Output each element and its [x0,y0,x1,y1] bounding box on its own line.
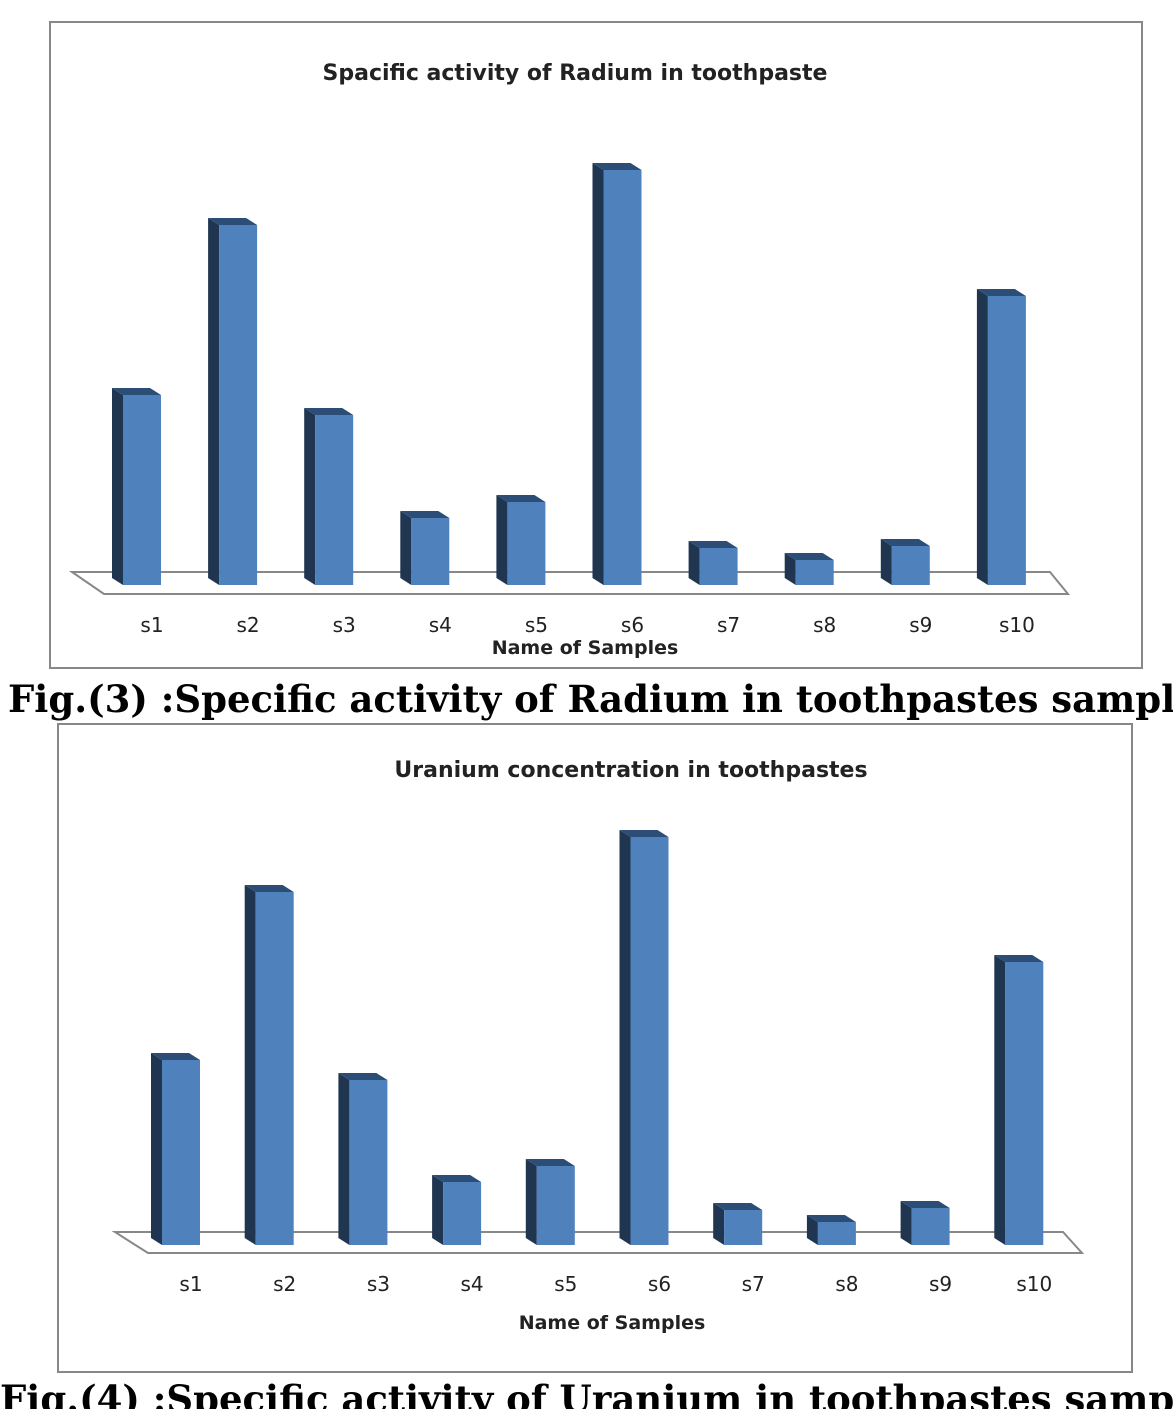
x-tick-label: s8 [813,613,836,637]
bar [911,1208,950,1245]
x-tick-label: s3 [333,613,356,637]
x-tick-label: s6 [621,613,644,637]
bar-top [880,539,930,546]
bar-top [112,388,161,395]
bar-side [900,1201,912,1245]
x-tick-label: s2 [273,1272,296,1296]
bar [123,395,161,585]
bar-top [592,163,642,170]
x-tick-label: s10 [1016,1272,1052,1296]
bar-side [304,408,316,585]
bar [1005,962,1044,1245]
x-axis-title: Name of Samples [519,1312,706,1334]
bar [507,502,546,585]
bar [987,296,1026,585]
bar-side [592,163,604,585]
x-tick-label: s7 [742,1272,765,1296]
bar-top [338,1073,388,1080]
bar-top [900,1201,950,1208]
bar-side [688,541,700,585]
bar [891,546,930,585]
x-tick-label: s8 [835,1272,858,1296]
bar [795,560,834,585]
chart-title: Spacific activity of Radium in toothpast… [323,61,828,86]
x-tick-label: s5 [554,1272,577,1296]
bar [724,1210,763,1245]
bar-side [432,1175,444,1245]
bar [411,518,450,585]
bar-top [525,1159,575,1166]
bar [603,170,642,585]
bar-top [400,511,450,518]
bar-top [619,830,669,837]
bar [699,548,738,585]
bar-side [619,830,631,1245]
x-tick-label: s2 [237,613,260,637]
bar-side [244,885,256,1245]
bar-side [151,1053,162,1245]
bar-side [784,553,796,585]
chart-title: Uranium concentration in toothpastes [394,758,867,783]
bar-top [151,1053,200,1060]
bar-top [976,289,1026,296]
figure-caption: Fig.(3) :Specific activity of Radium in … [8,677,1173,721]
bar-side [338,1073,350,1245]
bar-top [244,885,294,892]
x-tick-label: s4 [461,1272,484,1296]
bar-side [112,388,123,585]
x-axis-title: Name of Samples [492,637,679,659]
x-tick-label: s3 [367,1272,390,1296]
bar-side [208,218,220,585]
x-tick-label: s7 [717,613,740,637]
bar-side [496,495,508,585]
bar-top [784,553,834,560]
bar-side [525,1159,537,1245]
bar-top [713,1203,763,1210]
x-tick-label: s1 [179,1272,202,1296]
bar [630,837,669,1245]
figure-caption: Fig.(4) :Specific activity of Uranium in… [0,1377,1173,1409]
bar-top [688,541,738,548]
bar [349,1080,388,1245]
bar-side [713,1203,725,1245]
x-tick-label: s6 [648,1272,671,1296]
bar-side [880,539,892,585]
bar-side [400,511,412,585]
bar [162,1060,200,1245]
bar-side [976,289,988,585]
bar-top [208,218,258,225]
bar-side [994,955,1006,1245]
bar [219,225,258,585]
x-tick-label: s5 [525,613,548,637]
bar-top [304,408,354,415]
bar-side [806,1215,818,1245]
bar-top [994,955,1044,962]
x-tick-label: s4 [429,613,452,637]
x-tick-label: s1 [140,613,163,637]
bar-top [806,1215,856,1222]
x-tick-label: s10 [999,613,1035,637]
bar [817,1222,856,1245]
x-tick-label: s9 [929,1272,952,1296]
bar-top [496,495,546,502]
bar [536,1166,575,1245]
bar-top [432,1175,482,1182]
chart-frame [57,723,1133,1373]
bar [255,892,294,1245]
bar [443,1182,482,1245]
bar [315,415,354,585]
x-tick-label: s9 [909,613,932,637]
